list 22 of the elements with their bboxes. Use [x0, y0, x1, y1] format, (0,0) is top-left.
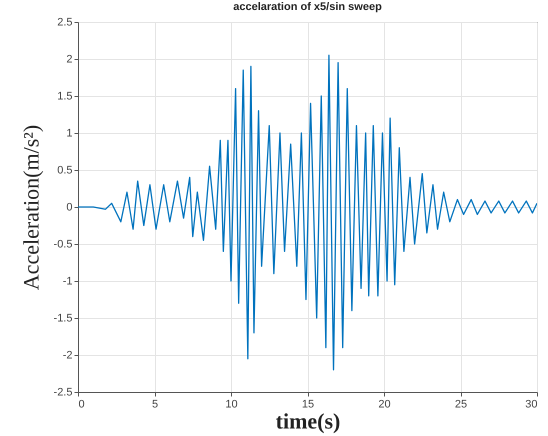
x-tick-label: 5 [152, 398, 158, 410]
y-tick-label: 2.5 [57, 16, 72, 28]
x-tick-label: 20 [378, 398, 391, 410]
chart-title: accelaration of x5/sin sweep [233, 1, 382, 13]
y-tick-label: -1.5 [54, 312, 72, 324]
y-tick-label: 0.5 [57, 164, 72, 176]
x-tick-label: 0 [78, 398, 85, 410]
y-tick-label: 0 [66, 202, 72, 214]
y-axis-title: Acceleration(m/s²) [18, 124, 44, 290]
line-series [78, 54, 537, 370]
y-tick-label: 2 [66, 54, 72, 66]
y-tick-label: 1.5 [57, 90, 72, 102]
y-tick-label: -2 [62, 350, 72, 362]
y-tick-label: -1 [62, 276, 72, 288]
y-tick-label: -0.5 [54, 238, 72, 250]
x-tick-label: 15 [302, 398, 314, 410]
x-tick-label: 30 [525, 398, 538, 410]
x-tick-label: 25 [454, 398, 468, 410]
y-tick-label: 1 [66, 128, 72, 140]
y-tick-label: -2.5 [54, 386, 72, 398]
x-axis-title: time(s) [276, 408, 340, 434]
x-tick-label: 10 [225, 398, 238, 410]
